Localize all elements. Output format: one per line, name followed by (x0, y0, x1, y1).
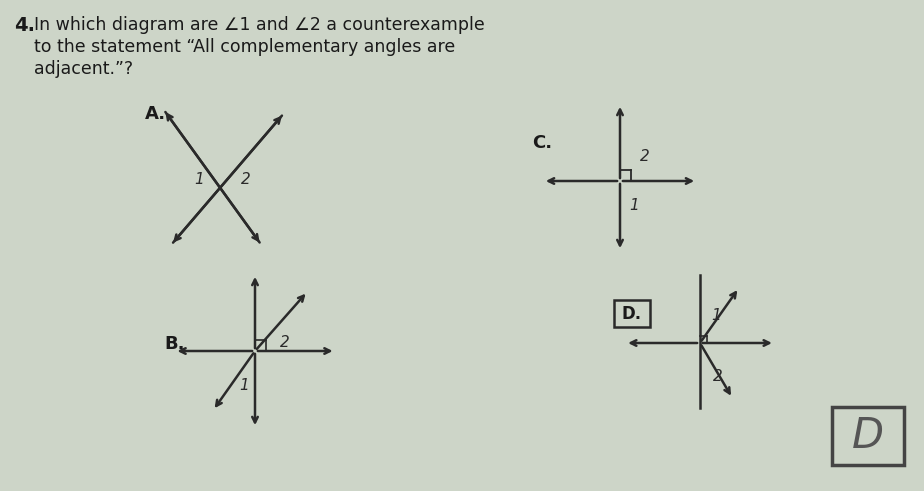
Text: B.: B. (164, 335, 185, 353)
Text: 2: 2 (639, 149, 650, 164)
Text: In which diagram are ∠1 and ∠2 a counterexample: In which diagram are ∠1 and ∠2 a counter… (34, 16, 485, 34)
Text: 2: 2 (713, 369, 723, 384)
Text: to the statement “All complementary angles are: to the statement “All complementary angl… (34, 38, 456, 56)
Text: 1: 1 (711, 308, 721, 323)
Text: A.: A. (145, 105, 166, 122)
Text: 2: 2 (280, 335, 289, 350)
Text: adjacent.”?: adjacent.”? (34, 60, 133, 78)
Text: 1: 1 (239, 379, 249, 393)
Text: 1: 1 (629, 198, 638, 213)
Text: D.: D. (622, 305, 642, 323)
Text: D: D (852, 415, 884, 457)
Text: 4.: 4. (14, 16, 35, 35)
Text: 1: 1 (194, 172, 204, 187)
Text: 2: 2 (241, 172, 251, 187)
Bar (832, 407, 904, 465)
Bar (614, 300, 650, 327)
Text: C.: C. (532, 134, 553, 152)
